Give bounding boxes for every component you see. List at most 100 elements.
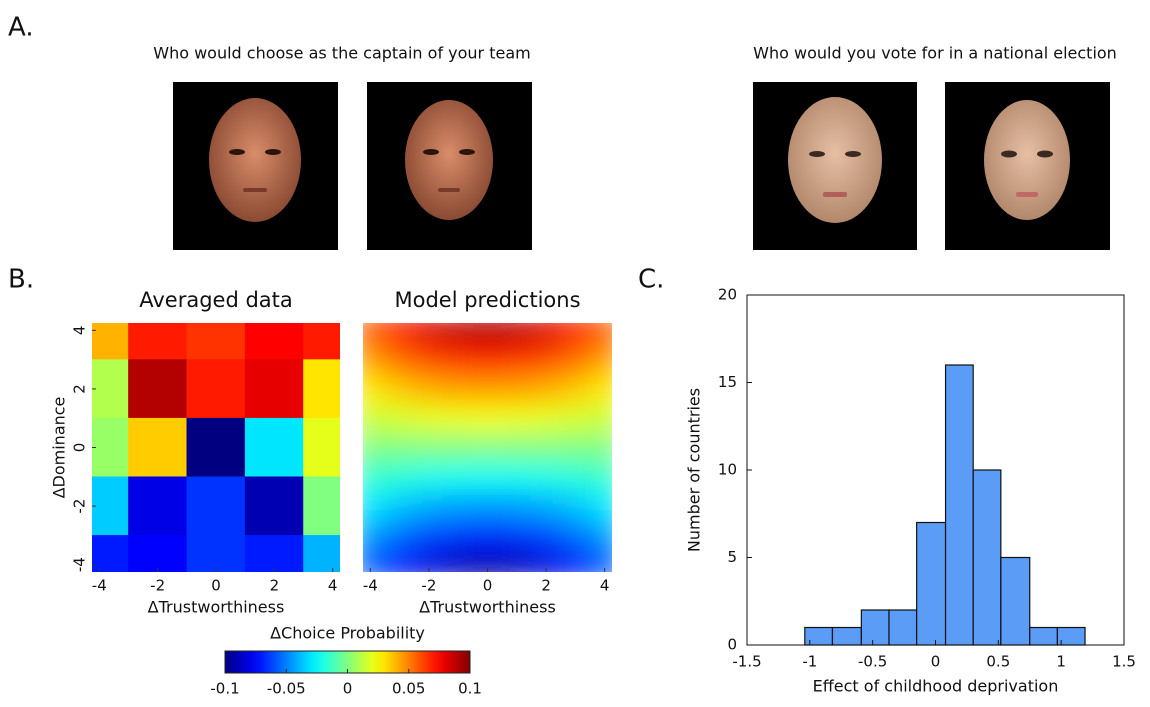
prompt: Who would choose as the captain of your … [153,44,530,63]
heatmap-cell [187,359,246,418]
bar [917,523,946,646]
heatmap-cell [560,374,590,404]
heatmap-cell [355,315,385,345]
heatmap-cell [443,520,473,550]
x-tick-label: -2 [150,577,165,595]
heatmap-cell [473,462,503,492]
page: {"panel_labels": ["A.", "B.", "C."], "pr… [0,0,1150,707]
figure: A. B. C. Who would choose as the captain… [0,0,1150,703]
heatmap-cell [531,315,561,345]
x-tick-label: 4 [328,577,338,595]
x-tick-label: 1 [1056,653,1066,671]
heatmap-cell [502,550,532,580]
heatmap-cell [531,433,561,463]
x-tick-label: -1.5 [732,653,761,671]
heatmap [355,315,619,579]
heatmap-cell [560,491,590,521]
chart-title: Model predictions [394,288,580,312]
y-tick-label: 10 [718,461,737,479]
heatmap-cell [560,462,590,492]
y-tick-label: 4 [71,326,89,336]
heatmap-cell [355,433,385,463]
heatmap-cell [385,315,415,345]
face-images [173,82,1110,250]
heatmap-cell [385,520,415,550]
heatmap-cell [443,550,473,580]
heatmap-cell [531,550,561,580]
heatmap-cell [473,433,503,463]
bar [832,628,861,646]
heatmap-cell [590,345,620,375]
colorbar-tick-label: -0.05 [267,680,306,698]
heatmap-cell [385,374,415,404]
heatmap-cell [245,418,304,477]
x-tick-label: -4 [92,577,107,595]
heatmap-cell [502,345,532,375]
heatmap-cell [531,520,561,550]
heatmap-cell [414,345,444,375]
heatmap-cell [531,374,561,404]
heatmap-cell [531,491,561,521]
heatmap-cell [502,491,532,521]
heatmap-cell [355,520,385,550]
heatmap-cell [590,491,620,521]
heatmap-cell [187,476,246,535]
heatmap-cell [355,491,385,521]
heatmap-cell [590,374,620,404]
heatmap-cell [502,315,532,345]
x-tick-label: 2 [270,577,280,595]
x-tick-label: -2 [421,577,436,595]
heatmap-cell [473,345,503,375]
heatmap-cell [443,462,473,492]
heatmap-cell [443,433,473,463]
panel-label: B. [8,265,34,295]
heatmap-cell [560,520,590,550]
y-tick-label: -4 [71,557,89,572]
heatmap-cell [590,315,620,345]
heatmap-cell [187,418,246,477]
y-tick-label: 0 [727,636,737,654]
bar [861,610,889,645]
heatmap-cell [502,520,532,550]
heatmap-cell [414,315,444,345]
heatmap-cell [443,315,473,345]
panel-label: C. [638,265,664,295]
x-tick-label: 0 [483,577,493,595]
heatmap-cell [560,403,590,433]
heatmap-cell [560,433,590,463]
prompt: Who would you vote for in a national ele… [753,44,1117,63]
heatmap-cell [355,374,385,404]
bar [889,610,917,645]
heatmap-cell [531,345,561,375]
heatmap-cell [303,476,362,535]
heatmap-cell [355,345,385,375]
bar [1030,628,1058,646]
y-tick-label: 15 [718,373,737,391]
colorbar-tick-label: -0.1 [210,680,239,698]
heatmap-cell [502,374,532,404]
heatmap-cell [473,520,503,550]
bar [805,628,833,646]
heatmap-cell [128,476,187,535]
bar [973,470,1001,645]
heatmap-cell [560,315,590,345]
heatmap-cell [414,403,444,433]
heatmap-cell [385,403,415,433]
heatmap-cell [414,374,444,404]
heatmap-cell [502,403,532,433]
heatmap-cell [385,491,415,521]
heatmap-cell [245,359,304,418]
heatmap-cells [355,315,619,579]
heatmap-cell [303,418,362,477]
heatmap-cell [473,315,503,345]
colorbar-label: ΔChoice Probability [270,624,425,643]
heatmap-cell [590,550,620,580]
y-axis-label: Number of countries [685,388,704,552]
heatmap [70,301,362,595]
heatmap-cell [385,550,415,580]
y-axis-label: ΔDominance [50,397,69,499]
x-tick-label: 2 [541,577,551,595]
colorbar-tick-label: 0 [343,680,353,698]
heatmap-cell [473,491,503,521]
panel-label: A. [8,13,34,43]
